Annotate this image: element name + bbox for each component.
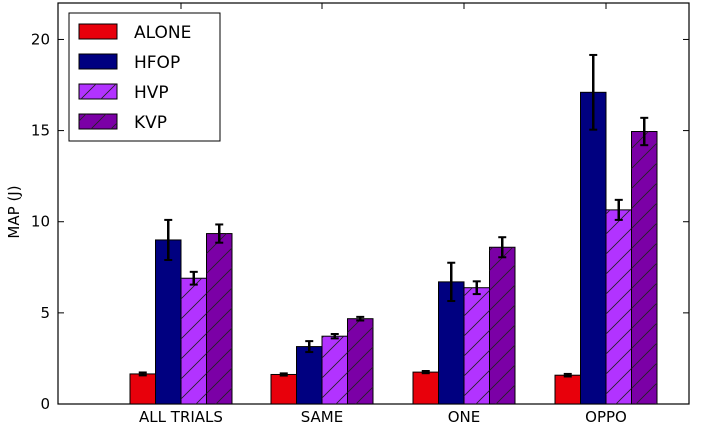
- legend-swatch-hatch: [79, 84, 117, 99]
- bar-hatch-kvp: [347, 318, 373, 404]
- legend-label-kvp: KVP: [134, 113, 167, 133]
- legend-swatch-hatch: [79, 114, 117, 129]
- x-tick-label: OPPO: [585, 408, 627, 426]
- y-tick-label: 20: [31, 30, 50, 48]
- bar-hfop: [155, 239, 182, 405]
- x-tick-label: ALL TRIALS: [139, 408, 223, 426]
- bar-alone: [412, 371, 439, 405]
- bar-hatch-hvp: [606, 209, 632, 404]
- bar-alone: [270, 373, 297, 405]
- y-tick-label: 15: [31, 122, 50, 140]
- y-tick-label: 5: [40, 304, 50, 322]
- y-axis-label: MAP (J): [5, 185, 23, 238]
- legend-label-hfop: HFOP: [134, 53, 180, 73]
- y-tick-label: 0: [40, 395, 50, 413]
- legend-swatch-hfop: [78, 53, 118, 70]
- legend-label-alone: ALONE: [134, 23, 191, 43]
- bar-hatch-hvp: [322, 336, 348, 404]
- bar-hfop: [580, 91, 607, 405]
- bar-hatch-hvp: [181, 278, 207, 404]
- bar-alone: [129, 373, 156, 405]
- legend-swatch-alone: [78, 23, 118, 40]
- bar-hatch-kvp: [489, 247, 515, 404]
- bar-hatch-hvp: [464, 287, 490, 404]
- bar-hfop: [438, 281, 465, 405]
- bar-alone: [554, 374, 581, 405]
- x-tick-label: ONE: [448, 408, 481, 426]
- x-tick-label: SAME: [301, 408, 343, 426]
- bar-hfop: [296, 346, 323, 405]
- legend-label-hvp: HVP: [134, 83, 169, 103]
- bar-hatch-kvp: [631, 131, 657, 405]
- bar-hatch-kvp: [206, 233, 232, 404]
- y-tick-label: 10: [31, 213, 50, 231]
